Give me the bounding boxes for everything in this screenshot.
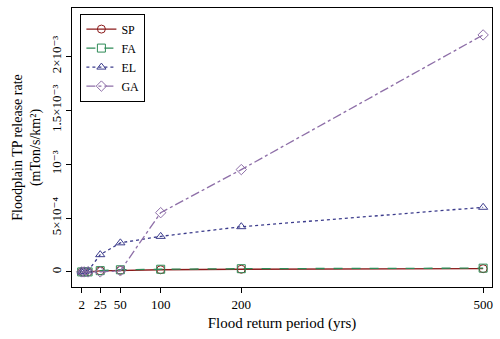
svg-text:100: 100 (151, 297, 171, 312)
svg-text:2: 2 (78, 297, 85, 312)
svg-text:25: 25 (94, 297, 107, 312)
svg-text:200: 200 (232, 297, 252, 312)
svg-text:1.5×10⁻³: 1.5×10⁻³ (49, 85, 64, 132)
svg-text:Flood return period (yrs): Flood return period (yrs) (208, 315, 357, 332)
svg-text:Floodplain TP release rate(mTo: Floodplain TP release rate(mTon/s/km²) (10, 74, 44, 221)
svg-text:500: 500 (473, 297, 493, 312)
svg-text:GA: GA (121, 80, 139, 94)
svg-text:2×10⁻³: 2×10⁻³ (49, 36, 64, 74)
svg-text:0: 0 (49, 267, 64, 274)
svg-text:5×10⁻⁴: 5×10⁻⁴ (49, 197, 64, 236)
svg-text:10⁻³: 10⁻³ (49, 150, 64, 174)
svg-text:SP: SP (121, 23, 135, 37)
svg-text:FA: FA (121, 42, 136, 56)
svg-text:EL: EL (121, 61, 136, 75)
svg-text:50: 50 (114, 297, 127, 312)
